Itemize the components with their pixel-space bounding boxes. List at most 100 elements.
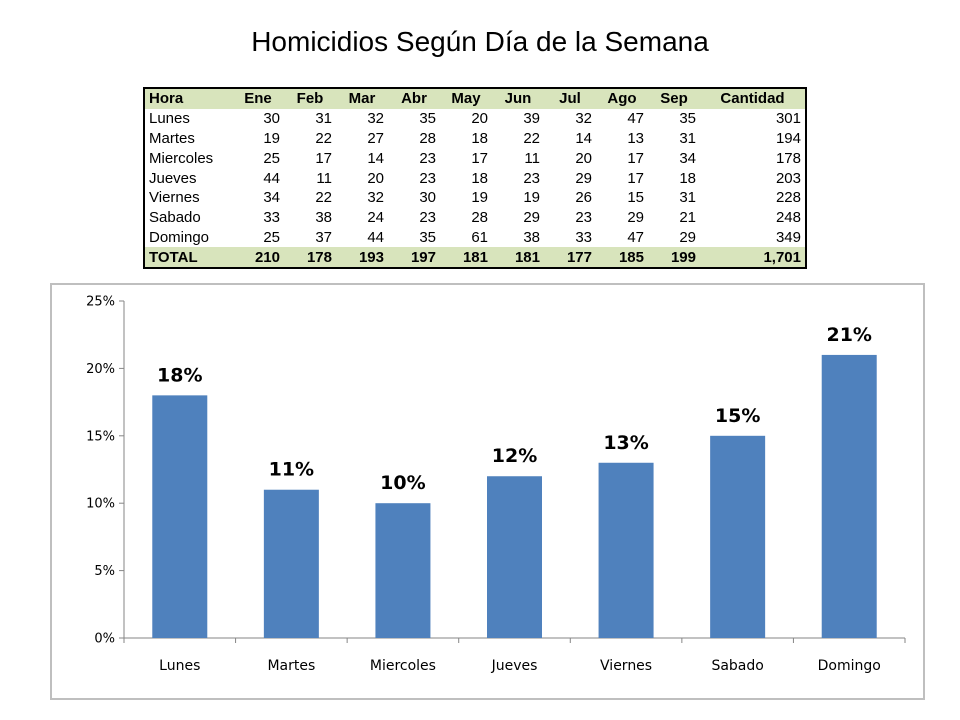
table-cell: 32: [367, 189, 384, 207]
table-cell: Cantidad: [700, 88, 806, 109]
table-cell: 11: [524, 149, 540, 167]
table-cell: 23: [575, 209, 592, 227]
bar-miercoles: [375, 503, 431, 638]
table-cell: Sep: [648, 88, 700, 109]
table-cell: 35: [419, 110, 436, 128]
table-cell: 44: [263, 169, 280, 187]
table-cell: 31: [679, 129, 696, 147]
table-cell: 34: [679, 149, 696, 167]
table-cell: 38: [523, 228, 540, 246]
table-cell: 15: [627, 189, 644, 207]
table-cell: 29: [627, 209, 644, 227]
row-label-cell: Jueves: [149, 169, 197, 187]
table-cell: 30: [419, 189, 436, 207]
table-cell: 18: [471, 169, 488, 187]
table-cell: Abr: [388, 88, 440, 109]
table-cell: 248: [775, 209, 801, 227]
table-cell: 18: [471, 129, 488, 147]
table-cell: 228: [775, 189, 801, 207]
table-cell: 29: [679, 228, 696, 246]
table-cell: 30: [263, 110, 280, 128]
data-label: 21%: [826, 324, 871, 346]
y-tick-label: 20%: [86, 362, 115, 377]
data-label: 12%: [492, 445, 537, 467]
y-tick-label: 0%: [94, 632, 115, 647]
x-category-label: Jueves: [491, 658, 538, 674]
table-row: Martes 19 22 27 28 18 22 14 13 31 194: [144, 129, 806, 149]
bar-domingo: [821, 354, 877, 638]
x-category-label: Viernes: [600, 658, 652, 674]
table-cell: 24: [367, 209, 384, 227]
table-cell: 349: [775, 228, 801, 246]
table-row: Jueves 44 11 20 23 18 23 29 17 18 203: [144, 168, 806, 188]
table-cell: 25: [263, 149, 280, 167]
table-cell: 197: [388, 247, 440, 269]
table-row: Sabado 33 38 24 23 28 29 23 29 21 248: [144, 208, 806, 228]
bar-lunes: [152, 395, 208, 638]
table-cell: 31: [315, 110, 332, 128]
data-label: 15%: [715, 405, 760, 427]
table-cell: 11: [316, 169, 332, 187]
table-cell: 193: [336, 247, 388, 269]
table-cell: 301: [775, 110, 801, 128]
table-cell: 22: [315, 129, 332, 147]
table-cell: 23: [419, 209, 436, 227]
table-cell: 13: [627, 129, 644, 147]
data-label: 10%: [380, 472, 425, 494]
row-label-cell: Martes: [149, 129, 195, 147]
table-cell: 17: [471, 149, 488, 167]
table-cell: 21: [679, 209, 696, 227]
data-label: 18%: [157, 364, 202, 386]
table-cell: 185: [596, 247, 648, 269]
table-row: Domingo 25 37 44 35 61 38 33 47 29 349: [144, 228, 806, 248]
table-cell: 19: [523, 189, 540, 207]
x-category-label: Domingo: [818, 658, 881, 674]
bar-sabado: [710, 435, 766, 638]
table-cell: 33: [263, 209, 280, 227]
table-cell: 35: [419, 228, 436, 246]
table-cell: 17: [315, 149, 332, 167]
table-cell: 199: [648, 247, 700, 269]
table-cell: 35: [679, 110, 696, 128]
table-cell: Jun: [492, 88, 544, 109]
table-cell: 22: [315, 189, 332, 207]
table-cell: 23: [419, 169, 436, 187]
table-cell: Mar: [336, 88, 388, 109]
x-category-label: Miercoles: [370, 658, 436, 674]
table-header-row: Hora Ene Feb Mar Abr May Jun Jul Ago Sep Cantidad: [144, 88, 806, 109]
table-cell: 44: [367, 228, 384, 246]
table-cell: May: [440, 88, 492, 109]
table-cell: 39: [523, 110, 540, 128]
table-cell: 178: [775, 149, 801, 167]
table-cell: 34: [263, 189, 280, 207]
y-tick-label: 5%: [94, 564, 115, 579]
table-cell: 1,701: [700, 247, 806, 269]
table-cell: 22: [523, 129, 540, 147]
table-row: Miercoles 25 17 14 23 17 11 20 17 34 178: [144, 148, 806, 168]
table-cell: 14: [367, 149, 384, 167]
data-label: 11%: [269, 459, 314, 481]
table-cell: 210: [232, 247, 284, 269]
x-category-label: Sabado: [711, 658, 763, 674]
table-cell: 31: [679, 189, 696, 207]
table-row: Lunes 30 31 32 35 20 39 32 47 35 301: [144, 109, 806, 129]
table-cell: 38: [315, 209, 332, 227]
table-cell: 23: [419, 149, 436, 167]
y-tick-label: 10%: [86, 497, 115, 512]
table-row: Viernes 34 22 32 30 19 19 26 15 31 228: [144, 188, 806, 208]
table-cell: 181: [440, 247, 492, 269]
table-cell: 194: [775, 129, 801, 147]
table-cell: 177: [544, 247, 596, 269]
table-cell: 20: [367, 169, 384, 187]
x-category-label: Lunes: [159, 658, 200, 674]
table-cell: 14: [575, 129, 592, 147]
table-cell: 61: [471, 228, 488, 246]
row-label-cell: Domingo: [149, 228, 210, 246]
table-cell: 29: [575, 169, 592, 187]
data-table: Hora Ene Feb Mar Abr May Jun Jul Ago Sep Cantidad L…: [143, 87, 807, 270]
table-cell: Feb: [284, 88, 336, 109]
y-tick-label: 25%: [86, 295, 115, 310]
table-cell: 47: [627, 228, 644, 246]
row-label-cell: TOTAL: [144, 247, 232, 269]
table-cell: 32: [575, 110, 592, 128]
